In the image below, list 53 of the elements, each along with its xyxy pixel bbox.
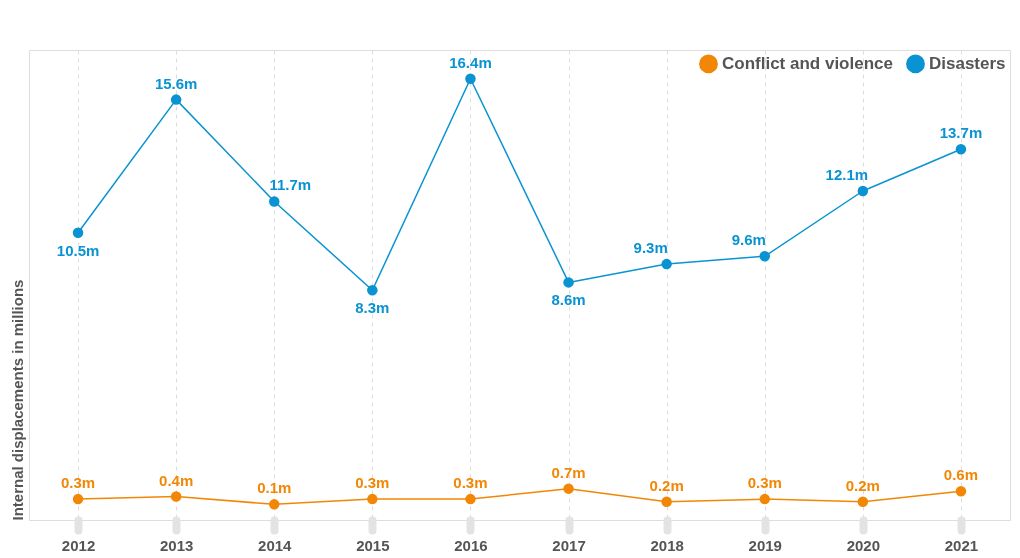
x-tick-label: 2015 [356, 536, 390, 554]
data-label: 0.3m [355, 474, 390, 492]
point [661, 496, 672, 507]
legend-label: Disasters [929, 53, 1006, 73]
data-label: 11.7m [269, 176, 312, 194]
data-label: 0.7m [551, 463, 586, 481]
point [857, 185, 869, 197]
x-tick-label: 2014 [258, 536, 293, 554]
data-label: 15.6m [154, 74, 198, 92]
point [857, 496, 869, 507]
point [465, 73, 476, 84]
x-tick-label: 2013 [159, 536, 194, 554]
point [72, 493, 84, 505]
data-label: 0.3m [453, 474, 488, 492]
point [367, 284, 378, 296]
point [465, 493, 476, 505]
x-tick-label: 2016 [454, 536, 488, 554]
data-label: 12.1m [825, 166, 869, 183]
data-label: 8.3m [355, 299, 390, 317]
x-tick-label: 2017 [552, 536, 586, 554]
point [72, 227, 84, 239]
data-label: 0.3m [60, 474, 96, 492]
data-label: 13.7m [939, 124, 983, 142]
point [563, 483, 574, 494]
x-tick-label: 2019 [748, 536, 782, 554]
data-label: 0.4m [159, 471, 194, 489]
point [269, 196, 280, 207]
data-label: 10.5m [56, 241, 100, 259]
data-label: 9.3m [633, 239, 668, 257]
point [759, 251, 770, 262]
data-label: 8.6m [551, 291, 586, 309]
x-tick-label: 2018 [650, 536, 684, 554]
point [170, 94, 182, 105]
point [955, 143, 967, 155]
data-label: 0.2m [845, 476, 880, 494]
y-axis-title: Internal displacements in millions [8, 279, 26, 521]
data-label: 0.1m [257, 479, 292, 497]
point [269, 499, 280, 510]
x-tick-label: 2021 [944, 536, 979, 554]
point [661, 258, 672, 270]
legend-label: Conflict and violence [722, 53, 893, 73]
point [563, 277, 574, 288]
point [955, 486, 967, 497]
x-tick-label: 2012 [61, 536, 96, 554]
data-label: 0.3m [747, 474, 782, 492]
x-tick-label: 2020 [846, 536, 881, 554]
data-label: 0.2m [649, 476, 684, 494]
point [170, 491, 182, 502]
data-label: 9.6m [731, 231, 766, 249]
point [759, 493, 770, 505]
data-label: 0.6m [943, 466, 979, 484]
data-label: 16.4m [449, 53, 492, 71]
point [367, 493, 378, 505]
